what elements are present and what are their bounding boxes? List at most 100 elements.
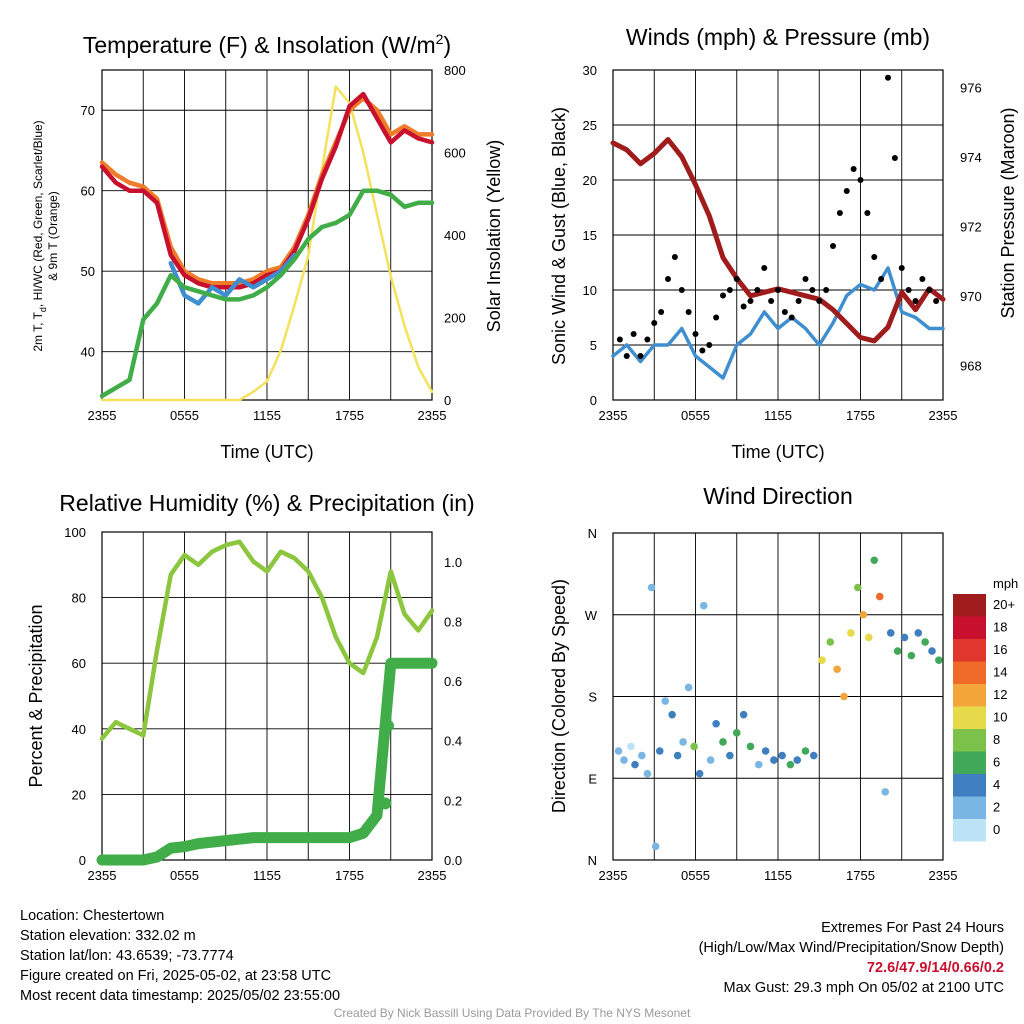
- direction-point: [870, 556, 879, 565]
- gust-point: [823, 287, 830, 293]
- colorbar-swatch: [953, 594, 986, 617]
- gust-point: [905, 287, 912, 293]
- colorbar-swatch: [953, 706, 986, 729]
- chart-title: Relative Humidity (%) & Precipitation (i…: [59, 490, 474, 516]
- y-axis-label: Direction (Colored By Speed): [549, 579, 569, 813]
- direction-point: [695, 769, 704, 778]
- gust-point: [658, 309, 665, 315]
- x-tick-label: 2355: [88, 868, 117, 883]
- x-tick-label: 1755: [335, 868, 364, 883]
- extremes-panel: Extremes For Past 24 Hours (High/Low/Max…: [699, 918, 1004, 998]
- x-tick-label: 1155: [764, 868, 792, 883]
- y-tick-label: S: [588, 690, 597, 705]
- y-tick-label: N: [588, 526, 597, 541]
- gust-point: [637, 353, 644, 359]
- direction-point: [900, 633, 909, 642]
- station-elevation: Station elevation: 332.02 m: [20, 928, 196, 944]
- y2-tick-label: 974: [960, 150, 982, 165]
- y2-axis-label: Station Pressure (Maroon): [998, 107, 1018, 318]
- y-tick-label: 50: [81, 264, 95, 279]
- direction-point: [614, 747, 623, 755]
- y2-tick-label: 0.0: [444, 853, 462, 868]
- y-tick-label: 40: [72, 722, 86, 737]
- gust-point: [919, 276, 926, 282]
- direction-point: [668, 710, 676, 719]
- direction-point: [881, 788, 890, 796]
- colorbar-swatch: [953, 684, 986, 707]
- direction-point: [907, 651, 916, 660]
- direction-point: [643, 769, 652, 778]
- y2-tick-label: 0.2: [444, 793, 462, 808]
- x-tick-label: 1755: [846, 868, 875, 883]
- x-tick-label: 0555: [170, 868, 199, 883]
- colorbar-swatch: [953, 796, 986, 819]
- gust-point: [857, 177, 864, 183]
- x-axis-label: Time (UTC): [731, 442, 824, 462]
- gust-point: [754, 287, 761, 293]
- y2-tick-label: 0.4: [444, 734, 462, 749]
- y2-tick-label: 0: [444, 393, 451, 408]
- gust-point: [878, 276, 885, 282]
- figure-created: Figure created on Fri, 2025-05-02, at 23…: [20, 968, 332, 984]
- gust-point: [775, 287, 781, 293]
- td-line: [99, 188, 435, 399]
- y-axis-label-line2: & 9m T (Orange): [46, 191, 60, 281]
- direction-point: [726, 751, 734, 760]
- direction-point: [699, 601, 708, 610]
- gust-point: [898, 265, 905, 271]
- colorbar-swatch: [953, 729, 986, 752]
- precip-line: [96, 657, 438, 866]
- gust-point: [933, 298, 940, 304]
- direction-point: [673, 751, 682, 760]
- colorbar-swatch: [953, 639, 986, 662]
- extremes-values: 72.6/47.9/14/0.66/0.2: [866, 960, 1004, 976]
- gust-point: [781, 309, 788, 315]
- direction-point: [719, 738, 727, 746]
- gust-point: [706, 342, 713, 348]
- t9m-line: [99, 95, 435, 286]
- direction-point: [840, 692, 848, 701]
- direction-point: [833, 665, 841, 674]
- x-tick-label: 0555: [681, 868, 710, 883]
- gust-point: [671, 254, 678, 260]
- gust-point: [699, 347, 706, 354]
- direction-point: [684, 683, 693, 692]
- max-gust: Max Gust: 29.3 mph On 05/02 at 2100 UTC: [723, 980, 1004, 996]
- direction-point: [770, 756, 778, 764]
- y2-tick-label: 968: [960, 358, 982, 373]
- y-axis-label: Sonic Wind & Gust (Blue, Black): [549, 107, 569, 365]
- gust-point: [891, 155, 898, 161]
- gust-point: [644, 336, 651, 343]
- y2-axis-label: Solar Insolation (Yellow): [484, 140, 504, 332]
- wind-line: [611, 266, 945, 380]
- x-tick-label: 1155: [253, 868, 281, 883]
- direction-point: [801, 747, 810, 755]
- y2-tick-label: 200: [444, 311, 466, 326]
- precip-point: [382, 719, 394, 732]
- gust-point: [809, 287, 816, 293]
- gust-point: [740, 303, 747, 310]
- gust-point: [630, 331, 637, 337]
- colorbar-swatch: [953, 751, 986, 774]
- gust-point: [692, 331, 699, 337]
- gust-point: [802, 276, 809, 282]
- direction-point: [928, 647, 936, 655]
- colorbar-title: mph: [993, 576, 1018, 591]
- gust-point: [830, 243, 836, 249]
- colorbar-swatch: [953, 819, 986, 842]
- gust-point: [713, 314, 720, 321]
- gust-point: [733, 276, 740, 282]
- colorbar-label: 8: [993, 732, 1000, 747]
- colorbar-label: 16: [993, 642, 1007, 657]
- colorbar-label: 4: [993, 777, 1000, 792]
- direction-point: [921, 638, 929, 646]
- gust-point: [665, 276, 671, 282]
- y2-tick-label: 0.6: [444, 674, 462, 689]
- x-tick-label: 1155: [253, 408, 281, 423]
- chart-title: Winds (mph) & Pressure (mb): [626, 24, 930, 50]
- gust-point: [788, 314, 795, 321]
- y-tick-label: 30: [583, 63, 597, 78]
- gust-point: [616, 336, 623, 343]
- colorbar-label: 2: [993, 800, 1000, 815]
- y-tick-label: 60: [81, 184, 95, 199]
